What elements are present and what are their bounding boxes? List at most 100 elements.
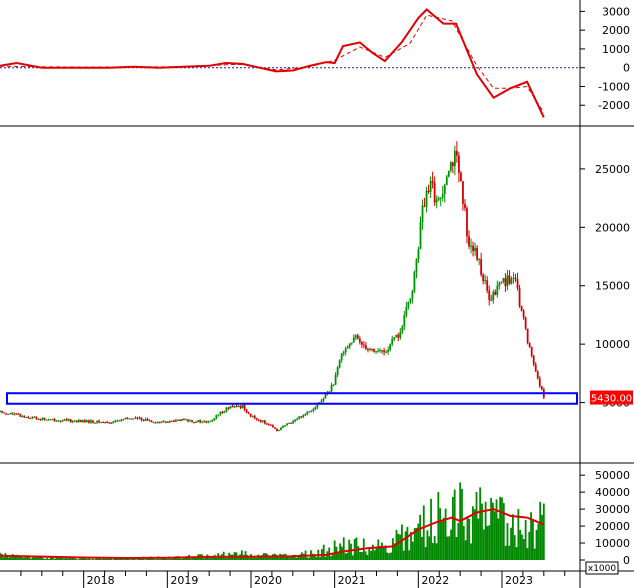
volume-bar (539, 501, 542, 560)
price-candle (512, 277, 515, 279)
volume-bar (542, 503, 545, 560)
price-candle (239, 406, 242, 408)
price-candle (227, 407, 230, 409)
volume-bar (319, 557, 322, 560)
price-candle (405, 307, 408, 316)
volume-bar (422, 505, 425, 560)
volume-bar (502, 503, 505, 560)
price-candle (15, 413, 18, 415)
volume-bar (370, 550, 372, 560)
price-candle (185, 419, 187, 421)
volume-bar (513, 535, 516, 560)
price-candle (162, 421, 165, 423)
price-candle (306, 412, 309, 415)
volume-bar (70, 557, 72, 560)
volume-bar (521, 534, 523, 560)
current-price-label: 5430.00 (591, 394, 632, 405)
volume-bar (19, 555, 21, 560)
price-candle (255, 418, 258, 420)
price-candle (27, 416, 30, 419)
price-candle (536, 371, 539, 379)
price-candle (166, 421, 169, 423)
volume-bar (204, 556, 207, 560)
price-candle (7, 414, 9, 416)
volume-bar (66, 558, 69, 560)
price-candle (389, 344, 392, 350)
price-candle (362, 344, 365, 346)
volume-bar (490, 497, 492, 560)
volume-bar (415, 527, 418, 560)
price-candle (41, 417, 44, 420)
volume-bar (331, 553, 334, 560)
price-candle (284, 425, 286, 427)
price-candle (150, 420, 153, 423)
price-candle (350, 342, 353, 344)
price-candle (199, 420, 202, 423)
price-candle (191, 420, 193, 423)
y-tick-label: 3000 (602, 5, 630, 18)
price-candle (514, 277, 517, 279)
volume-bar (10, 556, 12, 560)
x-axis: 2018 2019 2020 2021 2022 2023 (20, 571, 566, 588)
price-candle (413, 271, 416, 291)
price-candle (241, 405, 244, 408)
price-candle (371, 348, 373, 350)
price-candle (187, 419, 189, 422)
volume-bar (421, 536, 423, 560)
volume-bar (322, 544, 325, 560)
price-candle (407, 301, 410, 308)
volume-bar (91, 558, 94, 560)
price-candle (377, 350, 379, 352)
price-candle (211, 420, 214, 422)
volume-bar (22, 557, 25, 560)
volume-bar (501, 497, 503, 560)
volume-bar (311, 553, 314, 560)
volume-bar (442, 517, 445, 560)
price-candle (320, 400, 323, 403)
price-candle (269, 424, 272, 426)
volume-bar (26, 555, 29, 560)
price-candle (223, 411, 226, 413)
volume-bar (361, 551, 363, 560)
volume-bar (410, 532, 412, 560)
price-candle (369, 348, 371, 350)
price-candle (257, 419, 260, 421)
price-candle (445, 176, 448, 185)
price-candle (81, 420, 84, 423)
volume-bar (411, 541, 414, 560)
price-candle (183, 419, 185, 421)
price-candle (45, 419, 48, 421)
y-tick-label: 40000 (595, 486, 630, 499)
price-candle (510, 278, 513, 284)
price-candle (300, 416, 303, 418)
volume-bar (191, 557, 194, 560)
volume-bar (144, 559, 147, 560)
volume-bar (62, 558, 65, 560)
price-candle (77, 419, 80, 423)
price-candle (213, 418, 216, 421)
price-candle (421, 205, 424, 223)
price-candle (464, 203, 466, 209)
price-candle (69, 419, 72, 422)
volume-panel: 50000 40000 30000 20000 10000 0 x1000 (0, 469, 630, 575)
volume-bar (115, 558, 118, 560)
volume-bar (364, 551, 367, 560)
volume-bar (462, 525, 465, 560)
volume-bar (259, 556, 261, 560)
volume-bar (253, 556, 256, 560)
volume-bar (195, 557, 198, 560)
price-candle (294, 419, 297, 422)
price-candle (259, 420, 262, 422)
price-candle (397, 334, 400, 338)
volume-bar (444, 508, 447, 560)
volume-bar (160, 557, 163, 560)
volume-bar (532, 519, 534, 560)
price-candle (482, 274, 485, 282)
volume-bar (466, 516, 469, 560)
price-candle (449, 162, 452, 171)
price-candle (267, 424, 270, 426)
price-candle (100, 422, 102, 424)
volume-bar (413, 528, 416, 560)
